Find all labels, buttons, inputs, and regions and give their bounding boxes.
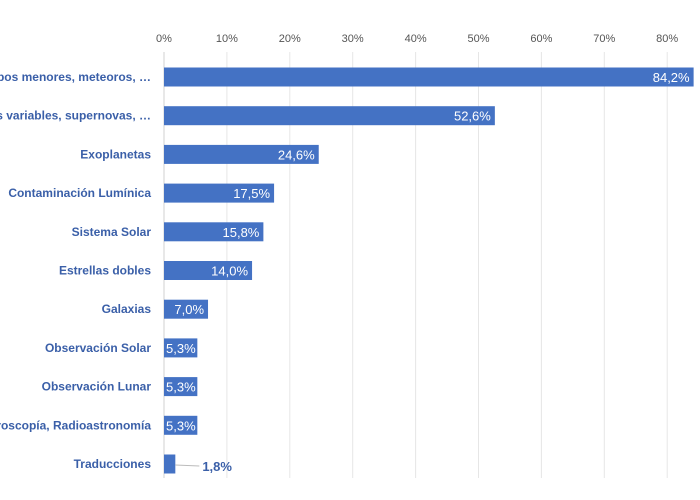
x-axis-ticks: 0% 10% 20% 30% 40% 50% 60% 70% 80% — [156, 33, 678, 45]
data-label: 5,3% — [166, 380, 196, 395]
x-tick-label: 80% — [656, 33, 678, 45]
category-labels: Cuerpos menores, meteoros, … Estrellas va… — [0, 70, 151, 471]
bar — [164, 261, 253, 280]
data-label: 84,2% — [653, 70, 690, 85]
x-tick-label: 0% — [156, 33, 172, 45]
data-label: 15,8% — [223, 225, 260, 240]
category-label: Traducciones — [74, 457, 152, 471]
category-label: Cuerpos menores, meteoros, … — [0, 70, 151, 84]
category-label: Exoplanetas — [80, 147, 151, 161]
bar — [164, 415, 198, 435]
bar — [164, 454, 176, 474]
data-label: 24,6% — [278, 147, 315, 162]
category-label: Galaxias — [102, 302, 152, 316]
bars — [164, 67, 694, 474]
x-tick-label: 70% — [593, 33, 615, 45]
x-tick-label: 50% — [467, 33, 489, 45]
bar — [164, 67, 694, 87]
data-label: 52,6% — [454, 109, 491, 124]
category-label: Sistema Solar — [72, 225, 152, 239]
data-label: 14,0% — [211, 264, 248, 279]
category-label: Contaminación Lumínica — [8, 186, 151, 200]
x-tick-label: 20% — [279, 33, 301, 45]
bar — [164, 377, 198, 397]
bar — [164, 144, 319, 164]
x-tick-label: 40% — [405, 33, 427, 45]
category-label: Estrellas variables, supernovas, … — [0, 109, 151, 123]
bar — [164, 222, 264, 242]
data-label: 5,3% — [166, 418, 196, 433]
data-label: 7,0% — [174, 302, 204, 317]
value-labels: 84,2% 52,6% 24,6% 17,5% 15,8% 14,0% 7,0% 5,3% 5,… — [166, 70, 690, 474]
category-label: Observación Solar — [45, 341, 151, 355]
bar — [164, 106, 495, 126]
category-label: Observación Lunar — [42, 380, 152, 394]
data-label: 17,5% — [233, 186, 270, 201]
x-tick-label: 30% — [342, 33, 364, 45]
data-label: 1,8% — [202, 459, 232, 474]
x-tick-label: 60% — [530, 33, 552, 45]
x-tick-label: 10% — [216, 33, 238, 45]
leader-line — [175, 464, 200, 467]
category-label: Estrellas dobles — [59, 264, 151, 278]
category-label: Espectroscopía, Radioastronomía — [0, 418, 151, 432]
data-label: 5,3% — [166, 341, 196, 356]
bar — [164, 299, 209, 319]
bar — [164, 183, 275, 203]
bar — [164, 338, 198, 358]
